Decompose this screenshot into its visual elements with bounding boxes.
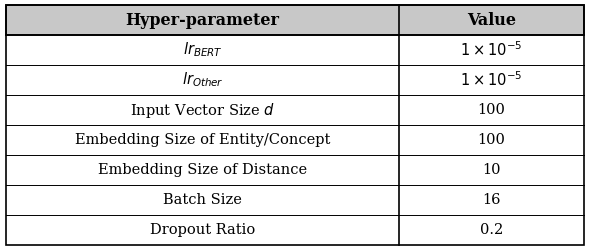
Text: Value: Value	[467, 12, 516, 28]
Text: $1 \times 10^{-5}$: $1 \times 10^{-5}$	[460, 71, 523, 89]
Text: $1 \times 10^{-5}$: $1 \times 10^{-5}$	[460, 41, 523, 59]
Text: Dropout Ratio: Dropout Ratio	[150, 223, 255, 237]
Text: Embedding Size of Distance: Embedding Size of Distance	[98, 163, 307, 177]
Text: 100: 100	[478, 133, 506, 147]
Text: $lr_{BERT}$: $lr_{BERT}$	[183, 41, 222, 59]
Text: Embedding Size of Entity/Concept: Embedding Size of Entity/Concept	[75, 133, 330, 147]
Text: Batch Size: Batch Size	[163, 193, 242, 207]
Text: 10: 10	[483, 163, 501, 177]
Text: Input Vector Size $d$: Input Vector Size $d$	[130, 100, 275, 119]
Bar	[6, 5, 584, 35]
Text: 100: 100	[478, 103, 506, 117]
Text: Hyper-parameter: Hyper-parameter	[126, 12, 280, 28]
Text: $lr_{Other}$: $lr_{Other}$	[182, 71, 224, 89]
Text: 16: 16	[483, 193, 501, 207]
Text: 0.2: 0.2	[480, 223, 503, 237]
